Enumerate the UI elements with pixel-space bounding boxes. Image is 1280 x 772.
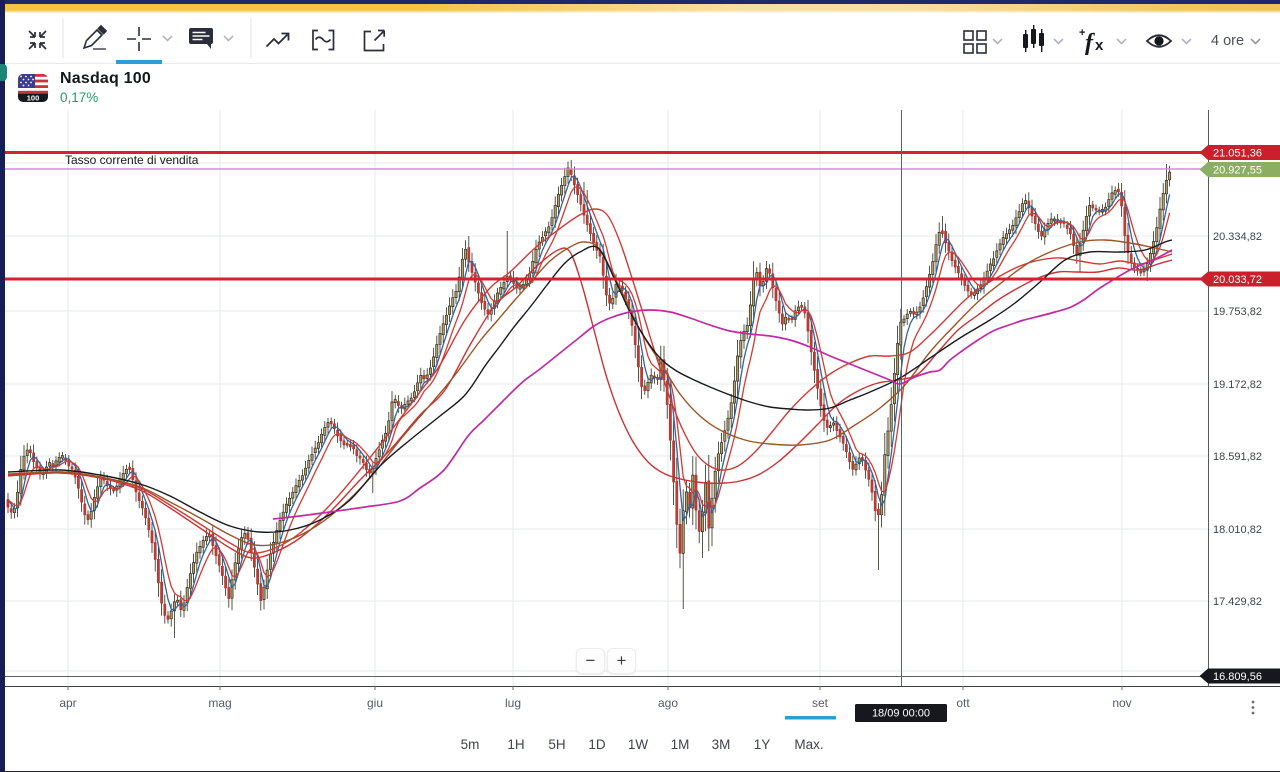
svg-text:19.172,82: 19.172,82 [1213, 379, 1262, 391]
svg-text:20.927,55: 20.927,55 [1213, 164, 1262, 176]
svg-text:20.334,82: 20.334,82 [1213, 231, 1262, 243]
svg-text:ott: ott [956, 696, 970, 710]
svg-text:x: x [1095, 37, 1104, 54]
svg-text:16.809,56: 16.809,56 [1213, 671, 1262, 683]
svg-text:Tasso corrente di vendita: Tasso corrente di vendita [65, 153, 199, 167]
svg-text:giu: giu [367, 696, 383, 710]
svg-text:f: f [1085, 30, 1095, 56]
svg-text:21.051,36: 21.051,36 [1213, 147, 1262, 159]
svg-text:nov: nov [1112, 696, 1131, 710]
svg-text:mag: mag [208, 696, 231, 710]
svg-text:18.591,82: 18.591,82 [1213, 451, 1262, 463]
svg-text:set: set [812, 696, 829, 710]
svg-text:ago: ago [658, 696, 678, 710]
svg-text:100: 100 [27, 93, 40, 102]
svg-text:17.429,82: 17.429,82 [1213, 596, 1262, 608]
svg-text:lug: lug [505, 696, 521, 710]
svg-text:+: + [1079, 27, 1085, 39]
svg-text:4 ore: 4 ore [1211, 33, 1244, 49]
svg-text:apr: apr [59, 696, 76, 710]
svg-text:20.033,72: 20.033,72 [1213, 274, 1262, 286]
svg-text:19.753,82: 19.753,82 [1213, 306, 1262, 318]
svg-text:18/09 00:00: 18/09 00:00 [872, 708, 930, 720]
svg-text:18.010,82: 18.010,82 [1213, 524, 1262, 536]
